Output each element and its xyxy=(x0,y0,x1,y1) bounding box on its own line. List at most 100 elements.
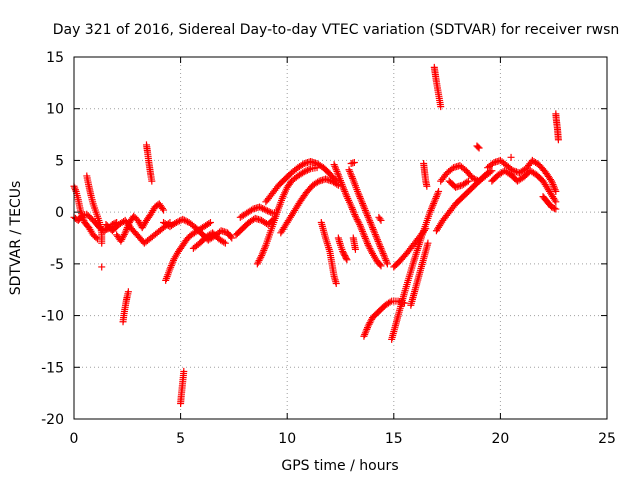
data-point xyxy=(253,260,261,268)
data-point xyxy=(169,258,177,266)
data-point xyxy=(381,253,389,261)
data-point xyxy=(347,202,355,210)
data-point xyxy=(362,236,370,244)
y-tick-label: -15 xyxy=(41,360,64,376)
x-tick-label: 25 xyxy=(598,431,616,447)
x-tick-label: 15 xyxy=(385,431,403,447)
data-point xyxy=(550,184,558,192)
data-point xyxy=(551,196,559,204)
data-point xyxy=(254,258,262,266)
data-point xyxy=(361,331,369,339)
chart-title: Day 321 of 2016, Sidereal Day-to-day VTE… xyxy=(53,22,620,38)
data-point xyxy=(360,231,368,239)
data-point xyxy=(366,245,374,253)
data-point xyxy=(347,171,355,179)
data-point xyxy=(377,262,385,270)
data-point xyxy=(352,214,360,222)
data-point xyxy=(300,168,308,176)
y-tick-label: 5 xyxy=(55,153,64,169)
data-point xyxy=(174,218,182,226)
data-point xyxy=(342,254,350,262)
data-point xyxy=(354,217,362,225)
data-point xyxy=(357,224,365,232)
data-point xyxy=(121,229,129,237)
data-point xyxy=(432,194,440,202)
data-point xyxy=(305,165,313,173)
data-point xyxy=(351,211,359,219)
data-point xyxy=(118,235,126,243)
data-point xyxy=(259,248,267,256)
data-point xyxy=(550,182,558,190)
y-tick-label: -5 xyxy=(50,257,64,273)
data-point xyxy=(356,193,364,201)
data-point xyxy=(258,252,266,260)
x-axis-label: GPS time / hours xyxy=(281,458,398,474)
data-point xyxy=(71,184,79,192)
x-tick-label: 20 xyxy=(491,431,509,447)
data-point xyxy=(380,251,388,259)
data-point xyxy=(349,174,357,182)
data-point xyxy=(117,237,125,245)
data-point xyxy=(354,187,362,195)
data-point xyxy=(349,207,357,215)
y-tick-label: 0 xyxy=(55,205,64,221)
data-point xyxy=(364,241,372,249)
data-point xyxy=(71,186,79,194)
data-point xyxy=(550,204,558,212)
data-point xyxy=(160,206,168,214)
data-point xyxy=(255,257,263,265)
data-point xyxy=(359,200,367,208)
data-point xyxy=(256,255,264,263)
data-point xyxy=(349,205,357,213)
data-point xyxy=(205,220,213,228)
data-point xyxy=(376,243,384,251)
data-point xyxy=(430,198,438,206)
data-point xyxy=(176,217,184,225)
data-point xyxy=(124,288,132,296)
x-tick-label: 10 xyxy=(278,431,296,447)
data-point xyxy=(334,169,342,177)
plot-frame xyxy=(73,56,608,420)
data-point xyxy=(366,319,374,327)
y-tick-label: -20 xyxy=(41,412,64,428)
data-point xyxy=(220,238,228,246)
data-point xyxy=(377,244,385,252)
data-point xyxy=(464,177,472,185)
data-point xyxy=(339,182,347,190)
data-point xyxy=(435,187,443,195)
data-point xyxy=(179,215,187,223)
y-axis-label: SDTVAR / TECUs xyxy=(8,181,24,296)
data-point xyxy=(122,227,130,235)
data-point xyxy=(169,256,177,264)
data-point xyxy=(364,322,372,330)
data-point xyxy=(364,324,372,332)
data-point xyxy=(357,196,365,204)
data-point xyxy=(341,189,349,197)
data-point xyxy=(168,260,176,268)
grid-lines xyxy=(74,57,607,419)
data-point xyxy=(365,215,373,223)
data-point xyxy=(374,237,382,245)
data-point xyxy=(549,181,557,189)
data-point xyxy=(166,265,174,273)
data-point xyxy=(548,179,556,187)
data-point xyxy=(474,143,482,151)
data-point xyxy=(379,250,387,258)
data-point xyxy=(356,221,364,229)
data-point xyxy=(221,239,229,247)
data-point xyxy=(359,229,367,237)
y-tick-label: 15 xyxy=(46,50,64,66)
data-point xyxy=(475,144,483,152)
data-point xyxy=(421,226,429,234)
data-point xyxy=(260,205,268,213)
data-point xyxy=(430,200,438,208)
data-point xyxy=(437,103,445,111)
data-point xyxy=(314,178,322,186)
data-point xyxy=(367,220,375,228)
data-point xyxy=(367,246,375,254)
data-point xyxy=(158,205,166,213)
data-point xyxy=(554,136,562,144)
data-point xyxy=(148,177,156,185)
data-point xyxy=(383,258,391,266)
data-point xyxy=(351,212,359,220)
